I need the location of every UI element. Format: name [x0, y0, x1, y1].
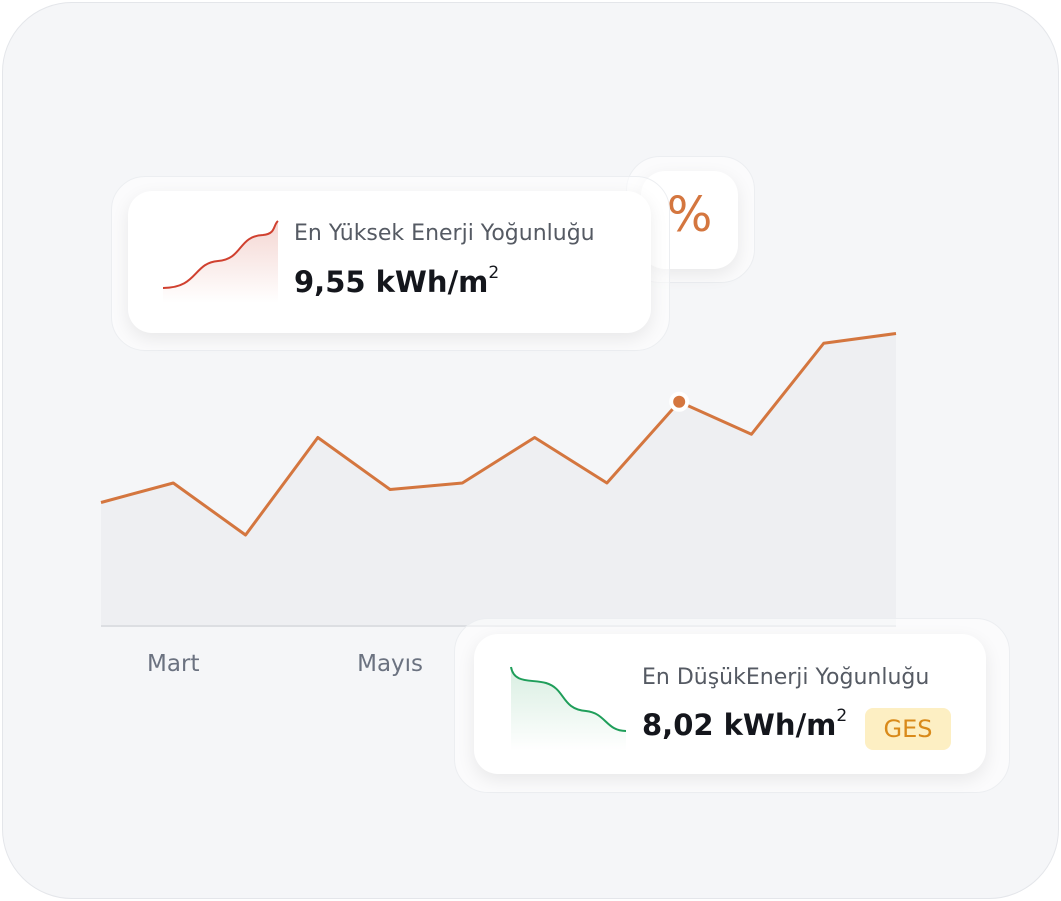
- chart: Mart Mayıs: [100, 332, 897, 677]
- low-sparkline: [510, 666, 627, 751]
- high-value: 9,55 kWh/m2: [294, 263, 499, 299]
- high-exponent: 2: [488, 263, 500, 283]
- low-value-text: 8,02 kWh/m: [642, 708, 837, 742]
- high-card: En Yüksek Enerji Yoğunluğu 9,55 kWh/m2: [128, 191, 651, 333]
- high-value-text: 9,55 kWh/m: [294, 265, 489, 299]
- low-title: En DüşükEnerji Yoğunluğu: [642, 665, 930, 690]
- badge: GES: [865, 708, 951, 750]
- line: [100, 332, 897, 537]
- low-value: 8,02 kWh/m2: [642, 706, 847, 742]
- percent-icon: %: [666, 187, 713, 243]
- low-exponent: 2: [836, 706, 848, 726]
- low-card: En DüşükEnerji Yoğunluğu 8,02 kWh/m2 GES: [474, 634, 986, 774]
- high-title: En Yüksek Enerji Yoğunluğu: [294, 221, 595, 246]
- high-sparkline: [162, 220, 279, 303]
- x-tick-label: Mart: [147, 651, 199, 677]
- area: [101, 333, 896, 626]
- marker: [669, 391, 690, 412]
- x-tick-label: Mayıs: [357, 651, 423, 677]
